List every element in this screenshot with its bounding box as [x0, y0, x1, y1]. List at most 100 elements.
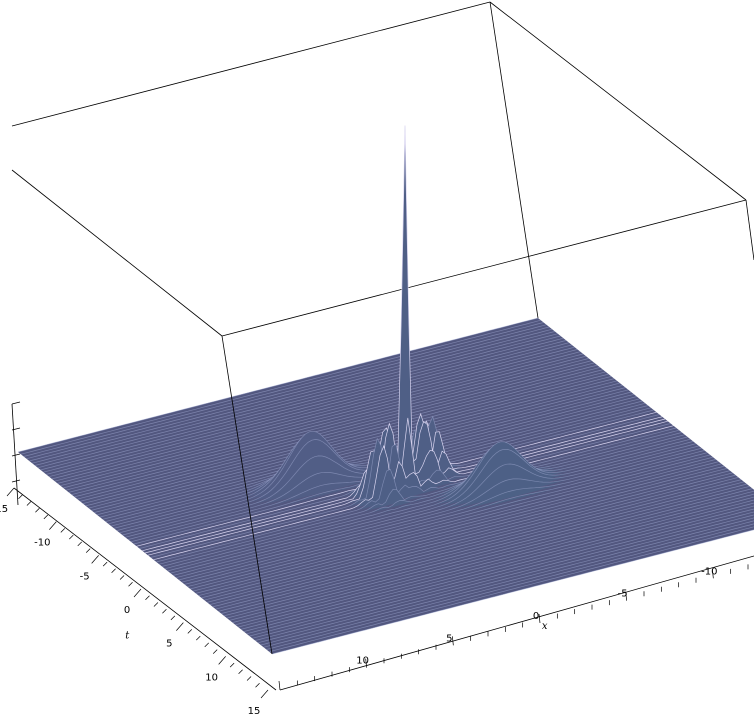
- mesh-line: [65, 355, 587, 491]
- t-axis: -15 -10 -5 0 5 10 15 t: [0, 487, 277, 717]
- x-axis-line: [279, 555, 754, 691]
- t-tick: [196, 635, 201, 641]
- x-tick: [625, 591, 628, 601]
- t-tick: [162, 608, 167, 614]
- x-tick: [278, 680, 281, 691]
- z-tick: [11, 401, 21, 405]
- mesh-line: [178, 445, 699, 581]
- mesh-line: [156, 427, 677, 563]
- mesh-line: [60, 351, 581, 487]
- t-tick-label: -5: [80, 571, 90, 582]
- mesh-line: [153, 425, 674, 561]
- mesh-line: [80, 367, 601, 502]
- mesh-line: [74, 362, 595, 498]
- mesh-line: [46, 340, 567, 475]
- mesh-line: [17, 317, 539, 453]
- mesh-line: [190, 454, 711, 590]
- z-axis: [11, 401, 21, 483]
- bounding-box-front: [11, 335, 273, 655]
- mesh-line: [209, 470, 730, 605]
- z-tick: [11, 427, 21, 431]
- mesh-line: [263, 520, 754, 648]
- x-tick-label: -10: [701, 566, 717, 577]
- mesh-line: [43, 337, 564, 473]
- t-tick: [43, 514, 49, 520]
- mesh-line: [175, 443, 697, 579]
- box-edge: [489, 1, 539, 319]
- mesh-line: [260, 517, 754, 646]
- mesh-line: [164, 434, 685, 570]
- mesh-line: [246, 502, 754, 635]
- mesh-line: [91, 376, 612, 511]
- t-tick: [218, 656, 226, 665]
- t-tick: [170, 615, 176, 621]
- mesh-line: [51, 344, 572, 480]
- mesh-line: [144, 125, 666, 554]
- mesh-line: [269, 526, 754, 653]
- t-tick-label: 0: [124, 605, 130, 616]
- t-axis-line: [13, 487, 277, 691]
- mesh-line: [223, 481, 745, 617]
- t-tick: [35, 507, 40, 513]
- mesh-line: [34, 331, 555, 466]
- mesh-line: [20, 319, 541, 455]
- x-axis: -10 -5 0 5 10 x: [278, 555, 754, 691]
- surface: [17, 125, 754, 655]
- t-tick: [111, 568, 116, 574]
- t-tick: [119, 575, 125, 580]
- t-tick: [91, 555, 99, 564]
- mesh-line: [255, 511, 754, 641]
- t-tick: [26, 501, 32, 506]
- mesh-line: [57, 349, 578, 484]
- mesh-line: [68, 358, 589, 493]
- mesh-line: [96, 380, 618, 516]
- mesh-line: [212, 472, 733, 608]
- mesh-line: [266, 523, 754, 650]
- t-tick: [176, 622, 184, 631]
- x-axis-label: x: [542, 621, 548, 632]
- t-tick: [77, 541, 82, 547]
- mesh-line: [221, 479, 742, 614]
- t-tick: [255, 683, 260, 688]
- mesh-line: [184, 450, 705, 585]
- x-tick-label: 5: [446, 633, 452, 644]
- t-tick: [133, 588, 142, 598]
- mesh-line: [235, 490, 754, 626]
- mesh-line: [204, 465, 725, 601]
- mesh-line: [159, 429, 680, 565]
- t-tick: [229, 662, 235, 668]
- x-tick-label: 0: [533, 611, 539, 622]
- mesh-line: [26, 324, 547, 460]
- mesh-line: [71, 360, 592, 495]
- t-tick-label: -10: [34, 538, 50, 549]
- mesh-line: [238, 493, 754, 628]
- mesh-line: [82, 369, 603, 504]
- x-tick: [451, 636, 454, 646]
- mesh-line: [147, 417, 668, 556]
- mesh-line: [77, 364, 598, 500]
- t-tick: [260, 689, 269, 699]
- t-tick: [145, 595, 150, 600]
- mesh-line: [232, 488, 753, 623]
- box-edge: [221, 335, 273, 655]
- t-tick-label: 5: [166, 639, 172, 650]
- mesh-line: [161, 432, 682, 567]
- mesh-line: [37, 333, 558, 469]
- mesh-line: [181, 447, 702, 583]
- mesh-line: [54, 346, 575, 482]
- box-edge: [745, 199, 754, 261]
- mesh-line: [201, 463, 722, 599]
- t-tick-label: -15: [0, 504, 8, 515]
- mesh-line: [88, 373, 609, 509]
- t-tick: [102, 561, 108, 567]
- mesh-line: [226, 483, 747, 619]
- mesh-line: [243, 499, 754, 632]
- box-edge: [221, 199, 747, 337]
- t-tick: [49, 521, 57, 530]
- mesh-line: [48, 342, 570, 478]
- mesh-line: [218, 477, 739, 612]
- z-tick: [11, 479, 21, 483]
- bounding-box-back: [11, 1, 754, 337]
- z-tick: [11, 453, 21, 457]
